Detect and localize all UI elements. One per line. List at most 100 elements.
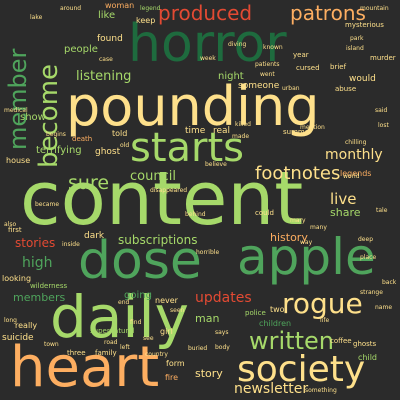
word-killed: killed bbox=[235, 121, 251, 128]
word-begins: begins bbox=[46, 131, 66, 138]
word-produced: produced bbox=[158, 1, 253, 25]
word-diving: diving bbox=[228, 41, 247, 48]
word-brief: brief bbox=[330, 63, 347, 71]
word-wilderness: wilderness bbox=[30, 282, 68, 290]
word-mention: mention bbox=[300, 124, 325, 131]
word-abuse: abuse bbox=[335, 85, 357, 93]
word-stories: stories bbox=[15, 236, 56, 250]
word-heart: heart bbox=[10, 335, 160, 400]
word-also: also bbox=[4, 221, 17, 228]
word-says: says bbox=[215, 329, 229, 336]
word-around: around bbox=[60, 5, 82, 12]
word-place: place bbox=[360, 254, 377, 261]
word-fire: fire bbox=[165, 373, 179, 382]
word-seen: seen bbox=[170, 307, 185, 314]
word-summer: summer bbox=[283, 128, 312, 136]
word-apple: apple bbox=[237, 228, 376, 286]
word-urban: urban bbox=[282, 85, 300, 92]
word-sure: sure bbox=[68, 172, 110, 194]
word-buried: buried bbox=[188, 345, 208, 352]
word-island: island bbox=[346, 45, 364, 52]
word-patrons: patrons bbox=[290, 1, 366, 25]
word-member: member bbox=[4, 48, 32, 150]
word-mary: mary bbox=[290, 217, 306, 224]
word-life: life bbox=[320, 317, 330, 324]
word-really: really bbox=[15, 321, 38, 330]
word-show: show bbox=[20, 112, 46, 123]
word-behind: behind bbox=[185, 211, 206, 218]
word-police: police bbox=[245, 309, 266, 317]
word-inside: inside bbox=[62, 241, 80, 248]
word-tale: tale bbox=[376, 207, 388, 214]
word-newsletter: newsletter bbox=[234, 381, 309, 397]
word-history: history bbox=[270, 231, 308, 244]
word-rogue: rogue bbox=[282, 287, 363, 320]
word-live: live bbox=[330, 190, 357, 208]
word-starts: starts bbox=[130, 125, 245, 171]
word-family: family bbox=[95, 349, 117, 357]
word-road: road bbox=[104, 339, 118, 346]
word-listening: listening bbox=[76, 69, 132, 84]
word-went: went bbox=[260, 71, 275, 78]
word-society: society bbox=[237, 349, 366, 390]
word-lake: lake bbox=[30, 14, 43, 21]
word-murder: murder bbox=[370, 54, 396, 62]
word-park: park bbox=[350, 35, 364, 42]
word-updates: updates bbox=[195, 290, 252, 306]
word-became: became bbox=[35, 201, 60, 208]
word-story: story bbox=[195, 367, 223, 380]
word-someone: someone bbox=[238, 81, 280, 91]
word-girl: girl bbox=[160, 327, 173, 336]
word-real: real bbox=[213, 126, 231, 136]
word-case: case bbox=[99, 56, 113, 63]
word-found: found bbox=[97, 34, 123, 44]
word-children: children bbox=[259, 319, 292, 328]
word-written: written bbox=[249, 327, 334, 355]
word-long: long bbox=[4, 317, 17, 324]
word-dark: dark bbox=[84, 231, 105, 241]
word-supernatural: supernatural bbox=[90, 327, 135, 335]
word-footnotes: footnotes bbox=[255, 163, 341, 184]
word-body: body bbox=[215, 344, 230, 351]
word-cursed: cursed bbox=[296, 64, 320, 72]
word-high: high bbox=[22, 255, 53, 271]
word-many: many bbox=[310, 224, 327, 231]
word-known: known bbox=[263, 44, 283, 51]
word-death: death bbox=[72, 135, 93, 143]
word-legend: legend bbox=[140, 5, 161, 12]
word-way: way bbox=[300, 239, 313, 246]
word-lost: lost bbox=[378, 122, 389, 129]
word-patients: patients bbox=[255, 61, 280, 68]
word-three: three bbox=[67, 349, 86, 357]
word-town: town bbox=[44, 341, 59, 348]
word-members: members bbox=[13, 291, 66, 304]
word-coffee: coffee bbox=[330, 337, 352, 345]
word-end: end bbox=[118, 299, 130, 306]
word-keep: keep bbox=[136, 16, 156, 25]
word-told: told bbox=[112, 129, 128, 138]
word-dose: dose bbox=[78, 231, 202, 291]
word-man: man bbox=[195, 312, 220, 325]
word-made: made bbox=[232, 133, 250, 140]
word-left: left bbox=[120, 344, 130, 351]
word-house: house bbox=[6, 156, 31, 165]
word-monthly: monthly bbox=[325, 147, 383, 163]
word-back: back bbox=[382, 279, 397, 286]
word-week: week bbox=[200, 55, 216, 62]
word-woman: woman bbox=[105, 1, 135, 10]
word-people: people bbox=[64, 44, 98, 55]
word-year: year bbox=[293, 51, 309, 59]
word-horror: horror bbox=[128, 14, 287, 74]
word-night: night bbox=[218, 71, 244, 82]
word-subscriptions: subscriptions bbox=[118, 233, 198, 247]
word-old: old bbox=[120, 142, 130, 149]
word-horrible: horrible bbox=[196, 249, 220, 256]
word-child: child bbox=[358, 353, 377, 362]
word-never: never bbox=[155, 296, 178, 305]
word-something: something bbox=[305, 387, 337, 394]
word-disappeared: disappeared bbox=[150, 187, 188, 194]
word-could: could bbox=[255, 209, 274, 217]
word-see: see bbox=[143, 335, 154, 342]
word-world: world bbox=[343, 173, 360, 180]
